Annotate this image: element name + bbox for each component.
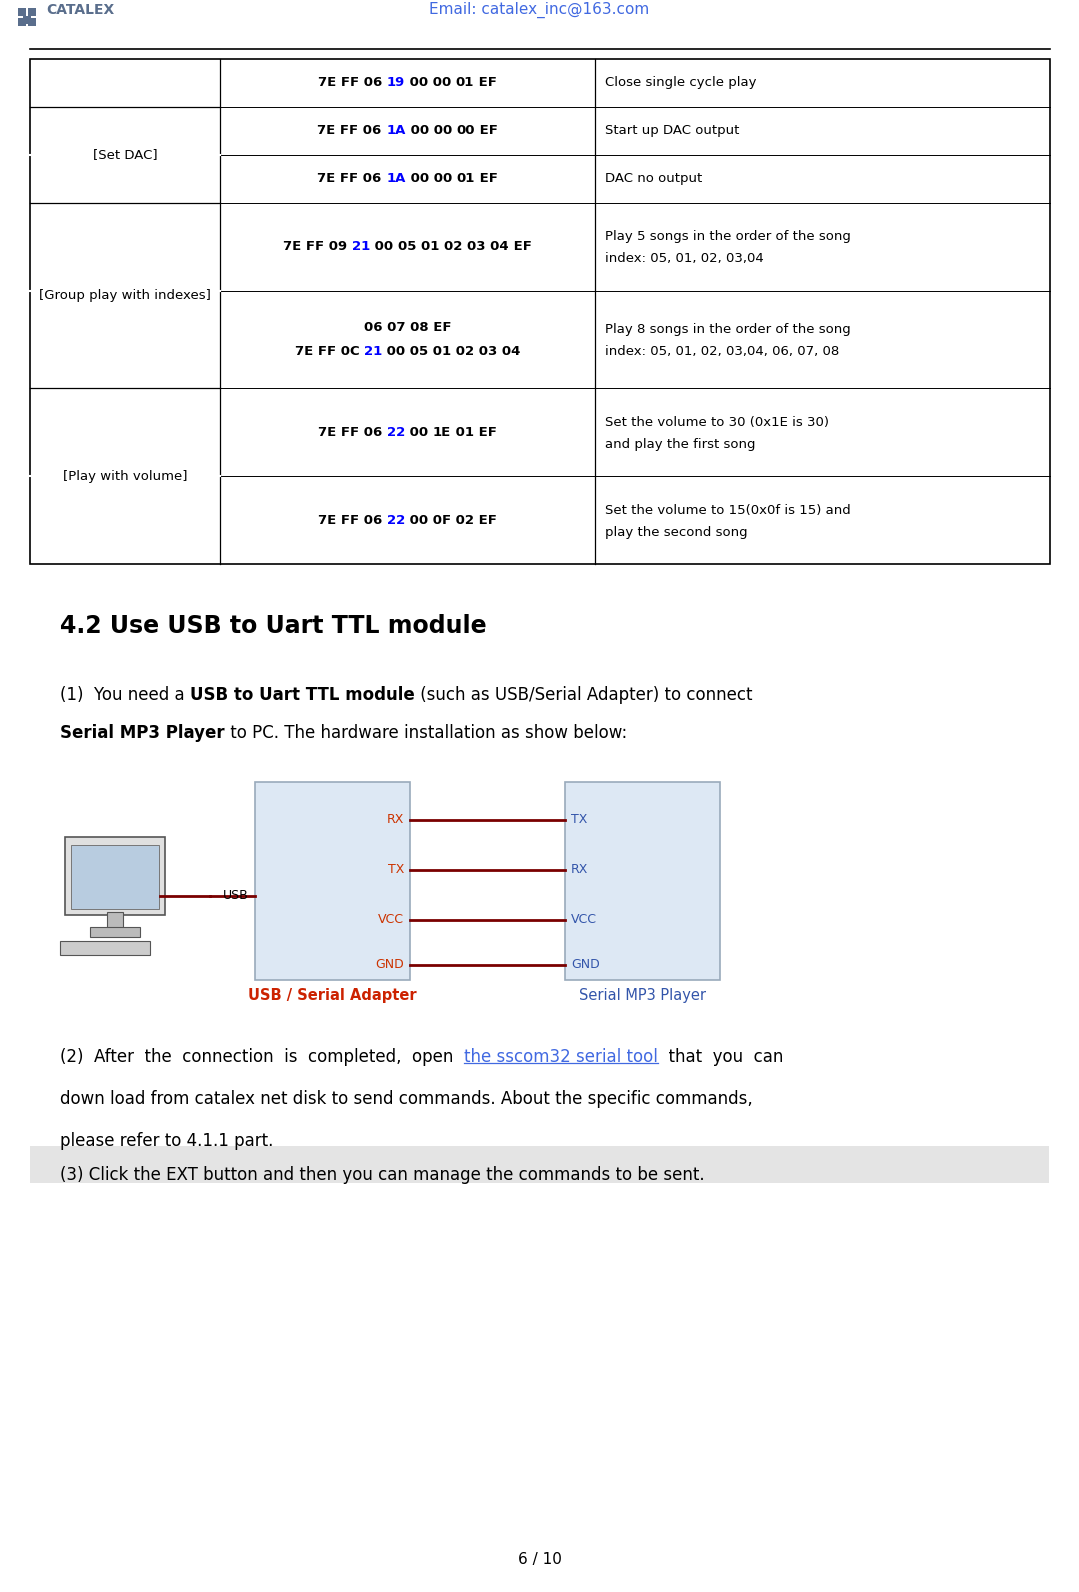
Bar xyxy=(90,927,140,936)
Text: VCC: VCC xyxy=(571,914,597,927)
Text: 7E FF 09: 7E FF 09 xyxy=(284,240,352,253)
Text: that  you  can: that you can xyxy=(658,1048,783,1065)
Text: the sscom32 serial tool: the sscom32 serial tool xyxy=(464,1048,658,1065)
Text: 06 07 08 EF: 06 07 08 EF xyxy=(364,322,451,334)
Text: Start up DAC output: Start up DAC output xyxy=(605,124,739,137)
Text: [Group play with indexes]: [Group play with indexes] xyxy=(39,290,210,302)
Text: 19: 19 xyxy=(386,76,405,89)
Text: EF: EF xyxy=(475,76,497,89)
Text: (3) Click the EXT button and then you can manage the commands to be sent.: (3) Click the EXT button and then you ca… xyxy=(60,1165,705,1183)
Text: CATALEX: CATALEX xyxy=(46,3,114,18)
Text: (such as USB/Serial Adapter) to connect: (such as USB/Serial Adapter) to connect xyxy=(414,686,752,704)
Text: 6 / 10: 6 / 10 xyxy=(518,1552,561,1567)
Text: Close single cycle play: Close single cycle play xyxy=(605,76,756,89)
Text: 00 00: 00 00 xyxy=(405,76,455,89)
Text: EF: EF xyxy=(475,124,497,137)
Text: Set the volume to 15(0x0f is 15) and: Set the volume to 15(0x0f is 15) and xyxy=(605,503,850,517)
Text: 7E FF 0C: 7E FF 0C xyxy=(295,345,364,358)
Text: 22: 22 xyxy=(387,427,405,439)
Text: RX: RX xyxy=(571,863,588,876)
Bar xyxy=(65,837,165,915)
Bar xyxy=(107,912,123,930)
Bar xyxy=(28,8,36,16)
Text: Serial MP3 Player: Serial MP3 Player xyxy=(60,724,224,742)
Text: 21: 21 xyxy=(364,345,382,358)
Bar xyxy=(255,782,410,979)
Bar xyxy=(28,18,36,25)
Bar xyxy=(30,59,1050,564)
Text: 7E FF 06: 7E FF 06 xyxy=(318,514,386,527)
Text: F: F xyxy=(442,514,451,527)
Text: 7E FF 06: 7E FF 06 xyxy=(317,124,386,137)
Text: 00: 00 xyxy=(456,124,475,137)
Text: EF: EF xyxy=(474,514,497,527)
Text: please refer to 4.1.1 part.: please refer to 4.1.1 part. xyxy=(60,1132,273,1149)
Bar xyxy=(23,16,31,24)
Text: 01: 01 xyxy=(455,76,475,89)
Text: (2)  After  the  connection  is  completed,  open: (2) After the connection is completed, o… xyxy=(60,1048,464,1065)
Bar xyxy=(30,1146,1049,1183)
Text: 00 0: 00 0 xyxy=(405,514,442,527)
Text: [Play with volume]: [Play with volume] xyxy=(63,470,188,482)
Text: 00: 00 xyxy=(370,240,398,253)
Text: 7E FF 06: 7E FF 06 xyxy=(318,76,386,89)
Text: index: 05, 01, 02, 03,04: index: 05, 01, 02, 03,04 xyxy=(605,252,764,266)
Bar xyxy=(60,941,150,955)
Text: 01: 01 xyxy=(456,172,475,185)
Text: RX: RX xyxy=(386,814,404,826)
Text: TX: TX xyxy=(387,863,404,876)
Text: TX: TX xyxy=(571,814,587,826)
Text: GND: GND xyxy=(375,958,404,971)
Bar xyxy=(565,782,720,979)
Text: and play the first song: and play the first song xyxy=(605,438,755,451)
Text: 00 00: 00 00 xyxy=(406,172,456,185)
Text: 1E: 1E xyxy=(433,427,451,439)
Text: EF: EF xyxy=(509,240,532,253)
Text: 05 01 02 03 04: 05 01 02 03 04 xyxy=(398,240,509,253)
Text: 00 05 01 02 03 04: 00 05 01 02 03 04 xyxy=(382,345,520,358)
Text: Serial MP3 Player: Serial MP3 Player xyxy=(579,987,706,1003)
Text: down load from catalex net disk to send commands. About the specific commands,: down load from catalex net disk to send … xyxy=(60,1089,753,1108)
Text: 00 00: 00 00 xyxy=(406,124,456,137)
Text: play the second song: play the second song xyxy=(605,525,748,538)
Text: 00: 00 xyxy=(405,427,433,439)
Text: 21: 21 xyxy=(352,240,370,253)
Text: 22: 22 xyxy=(386,514,405,527)
Bar xyxy=(18,18,26,25)
Text: USB / Serial Adapter: USB / Serial Adapter xyxy=(248,987,416,1003)
Text: index: 05, 01, 02, 03,04, 06, 07, 08: index: 05, 01, 02, 03,04, 06, 07, 08 xyxy=(605,345,839,358)
Text: Play 5 songs in the order of the song: Play 5 songs in the order of the song xyxy=(605,231,851,244)
Text: USB to Uart TTL module: USB to Uart TTL module xyxy=(190,686,414,704)
Text: DAC no output: DAC no output xyxy=(605,172,702,185)
Text: EF: EF xyxy=(475,172,497,185)
Text: VCC: VCC xyxy=(378,914,404,927)
Text: 01: 01 xyxy=(451,427,474,439)
Text: GND: GND xyxy=(571,958,600,971)
Text: to PC. The hardware installation as show below:: to PC. The hardware installation as show… xyxy=(224,724,627,742)
Text: Play 8 songs in the order of the song: Play 8 songs in the order of the song xyxy=(605,323,850,336)
Text: 1A: 1A xyxy=(386,172,406,185)
Text: USB: USB xyxy=(223,890,249,903)
Text: 7E FF 06: 7E FF 06 xyxy=(317,172,386,185)
Text: 4.2 Use USB to Uart TTL module: 4.2 Use USB to Uart TTL module xyxy=(60,615,487,638)
Text: Set the volume to 30 (0x1E is 30): Set the volume to 30 (0x1E is 30) xyxy=(605,416,829,428)
Bar xyxy=(18,8,26,16)
Bar xyxy=(71,845,159,909)
Text: EF: EF xyxy=(474,427,497,439)
Text: 7E FF 06: 7E FF 06 xyxy=(318,427,387,439)
Text: (1)  You need a: (1) You need a xyxy=(60,686,190,704)
Text: 02: 02 xyxy=(451,514,474,527)
Text: Email: catalex_inc@163.com: Email: catalex_inc@163.com xyxy=(429,2,650,18)
Text: [Set DAC]: [Set DAC] xyxy=(93,148,158,161)
Text: 1A: 1A xyxy=(386,124,406,137)
